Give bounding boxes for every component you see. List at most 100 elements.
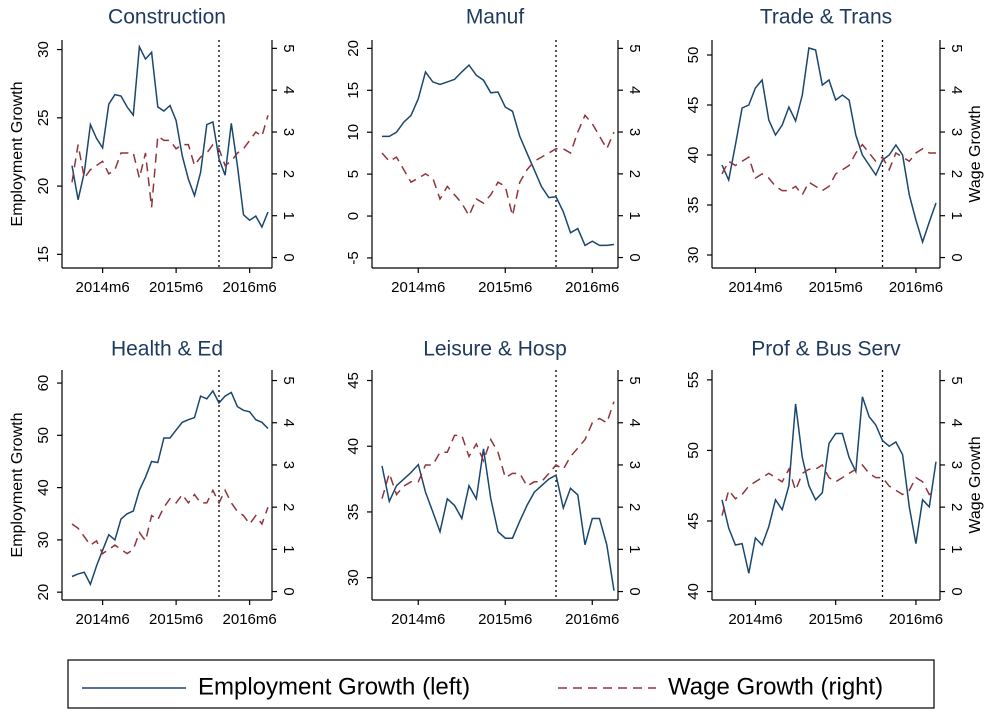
y-tick-label: 35 bbox=[345, 504, 362, 521]
series-line bbox=[721, 463, 937, 516]
y2-tick-label: 4 bbox=[626, 419, 643, 427]
x-tick-label: 2014m6 bbox=[76, 279, 130, 296]
y2-tick-label: 1 bbox=[948, 212, 965, 220]
y2-tick-label: 5 bbox=[280, 376, 297, 384]
series-line bbox=[721, 143, 936, 197]
panel-title: Health & Ed bbox=[111, 338, 223, 361]
x-tick-label: 2016m6 bbox=[223, 279, 277, 296]
y2-tick-label: 5 bbox=[626, 376, 643, 384]
x-tick-label: 2016m6 bbox=[565, 279, 619, 296]
y-tick-label: 30 bbox=[685, 247, 702, 264]
y2-tick-label: 2 bbox=[626, 503, 643, 511]
legend-label: Employment Growth (left) bbox=[198, 673, 470, 700]
y2-tick-label: 5 bbox=[626, 44, 643, 52]
y2-axis-label: Wage Growth bbox=[967, 436, 984, 533]
series-line bbox=[382, 63, 615, 247]
y2-tick-label: 0 bbox=[948, 253, 965, 261]
y-tick-label: 55 bbox=[685, 372, 702, 389]
x-tick-label: 2015m6 bbox=[149, 279, 203, 296]
y2-tick-label: 0 bbox=[948, 587, 965, 595]
y-axis-label: Employment Growth bbox=[9, 413, 26, 558]
y-tick-label: 60 bbox=[35, 375, 52, 392]
y-tick-label: 15 bbox=[345, 82, 362, 99]
series-line bbox=[381, 113, 615, 218]
x-tick-label: 2016m6 bbox=[565, 611, 619, 628]
y2-tick-label: 4 bbox=[948, 86, 965, 94]
series-line bbox=[71, 389, 269, 587]
y2-tick-label: 1 bbox=[280, 212, 297, 220]
x-tick-label: 2014m6 bbox=[728, 279, 782, 296]
y-tick-label: -5 bbox=[345, 251, 362, 264]
legend-label: Wage Growth (right) bbox=[668, 673, 883, 700]
y2-tick-label: 3 bbox=[280, 128, 297, 136]
y-tick-label: 50 bbox=[685, 47, 702, 64]
y-tick-label: 30 bbox=[345, 569, 362, 586]
x-tick-label: 2015m6 bbox=[478, 279, 532, 296]
panel-title: Leisure & Hosp bbox=[423, 338, 567, 361]
y2-tick-label: 1 bbox=[280, 545, 297, 553]
x-tick-label: 2014m6 bbox=[728, 611, 782, 628]
y-tick-label: 45 bbox=[685, 97, 702, 114]
y2-tick-label: 0 bbox=[626, 253, 643, 261]
series-line bbox=[71, 115, 269, 208]
legend-box bbox=[67, 659, 935, 709]
y-tick-label: 15 bbox=[35, 246, 52, 263]
y2-axis-label: Wage Growth bbox=[967, 105, 984, 202]
x-tick-label: 2015m6 bbox=[478, 611, 532, 628]
series-line bbox=[71, 488, 269, 555]
panel-title: Prof & Bus Serv bbox=[751, 338, 901, 361]
series-line bbox=[721, 47, 937, 245]
y2-tick-label: 1 bbox=[948, 545, 965, 553]
x-tick-label: 2015m6 bbox=[809, 279, 863, 296]
y-tick-label: 40 bbox=[345, 438, 362, 455]
y2-tick-label: 0 bbox=[280, 587, 297, 595]
y-tick-label: 45 bbox=[685, 513, 702, 530]
y2-tick-label: 0 bbox=[280, 253, 297, 261]
y-tick-label: 50 bbox=[685, 442, 702, 459]
y-tick-label: 10 bbox=[345, 124, 362, 141]
x-tick-label: 2016m6 bbox=[223, 611, 277, 628]
series-line bbox=[721, 396, 937, 574]
y2-tick-label: 3 bbox=[948, 461, 965, 469]
y2-tick-label: 1 bbox=[626, 212, 643, 220]
y-tick-label: 25 bbox=[35, 109, 52, 126]
panel-title: Construction bbox=[108, 6, 226, 29]
panel-title: Manuf bbox=[466, 6, 525, 29]
y-tick-label: 5 bbox=[345, 170, 362, 178]
x-tick-label: 2014m6 bbox=[391, 279, 445, 296]
y2-tick-label: 3 bbox=[280, 461, 297, 469]
y2-tick-label: 1 bbox=[626, 545, 643, 553]
y-tick-label: 40 bbox=[685, 147, 702, 164]
x-tick-label: 2014m6 bbox=[391, 611, 445, 628]
x-tick-label: 2016m6 bbox=[889, 279, 943, 296]
y-tick-label: 40 bbox=[685, 583, 702, 600]
y2-tick-label: 3 bbox=[626, 128, 643, 136]
series-line bbox=[381, 401, 615, 499]
y2-tick-label: 4 bbox=[280, 86, 297, 94]
y2-tick-label: 4 bbox=[626, 86, 643, 94]
y2-tick-label: 2 bbox=[948, 170, 965, 178]
series-line bbox=[71, 44, 269, 229]
y-tick-label: 20 bbox=[35, 584, 52, 601]
y-tick-label: 45 bbox=[345, 372, 362, 389]
y2-tick-label: 3 bbox=[948, 128, 965, 136]
y-axis-label: Employment Growth bbox=[9, 82, 26, 227]
x-tick-label: 2014m6 bbox=[76, 611, 130, 628]
y2-tick-label: 2 bbox=[626, 170, 643, 178]
x-tick-label: 2016m6 bbox=[889, 611, 943, 628]
series-line bbox=[381, 448, 615, 591]
y-tick-label: 0 bbox=[345, 212, 362, 220]
x-tick-label: 2015m6 bbox=[809, 611, 863, 628]
y-tick-label: 20 bbox=[345, 40, 362, 57]
y2-tick-label: 5 bbox=[280, 44, 297, 52]
y2-tick-label: 5 bbox=[948, 376, 965, 384]
y2-tick-label: 2 bbox=[948, 503, 965, 511]
y-tick-label: 30 bbox=[35, 532, 52, 549]
y2-tick-label: 3 bbox=[626, 461, 643, 469]
panel-title: Trade & Trans bbox=[760, 6, 892, 29]
x-tick-label: 2015m6 bbox=[149, 611, 203, 628]
y2-tick-label: 0 bbox=[626, 587, 643, 595]
y-tick-label: 40 bbox=[35, 479, 52, 496]
y2-tick-label: 4 bbox=[280, 419, 297, 427]
